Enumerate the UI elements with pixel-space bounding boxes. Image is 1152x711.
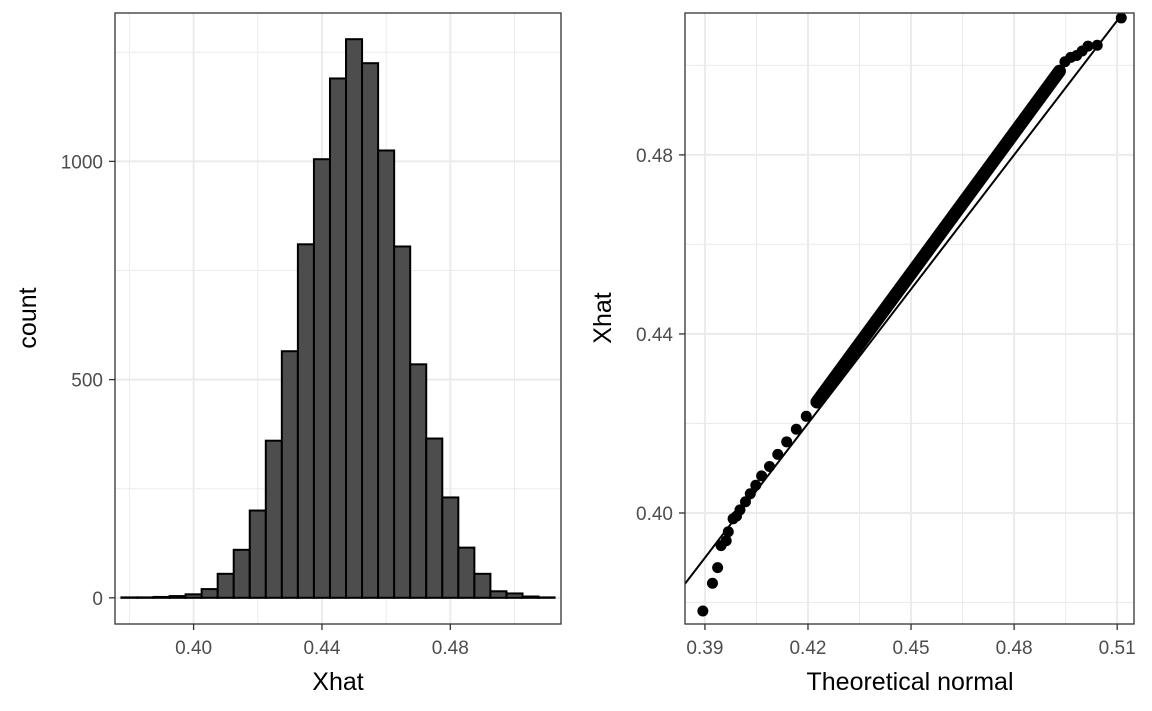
histogram-bar <box>361 62 380 599</box>
qq-point <box>772 448 784 460</box>
histogram-x-tick-label: 0.40 <box>175 638 212 659</box>
histogram-bar <box>457 546 476 599</box>
histogram-bar <box>489 590 508 599</box>
qq-y-tick-label: 0.48 <box>636 146 673 167</box>
histogram-y-tick-label: 1000 <box>61 152 103 173</box>
histogram-bar <box>393 245 412 599</box>
histogram-bar <box>152 595 171 599</box>
qq-x-tick-label: 0.45 <box>893 638 930 659</box>
qq-point <box>811 396 823 408</box>
qq-panel-border <box>684 12 1135 625</box>
histogram-bar <box>312 158 331 599</box>
qq-point <box>720 535 732 547</box>
histogram-axis-ticks: 0.40 0.44 0.48 0 500 1000 <box>61 152 469 659</box>
qq-plot-background <box>685 13 1134 624</box>
qq-point <box>712 562 724 574</box>
histogram-x-tick-label: 0.44 <box>303 638 340 659</box>
qq-point <box>1053 65 1065 77</box>
qq-y-tick-label: 0.40 <box>636 504 673 525</box>
qq-x-tick-label: 0.51 <box>1099 638 1136 659</box>
histogram-x-axis-title: Xhat <box>312 668 363 696</box>
histogram-bar <box>248 509 267 599</box>
histogram-bar <box>409 363 428 599</box>
qq-point <box>781 436 793 448</box>
histogram-bar <box>441 496 460 599</box>
histogram-bar <box>264 439 283 599</box>
qq-point <box>697 605 709 617</box>
histogram-bar <box>473 572 492 599</box>
qq-dense-points-band <box>810 64 1066 409</box>
histogram-bar <box>280 350 299 599</box>
histogram-panel: 0.40 0.44 0.48 0 500 1000 Xhat count <box>14 12 562 696</box>
qq-point <box>1082 40 1094 52</box>
histogram-y-tick-label: 0 <box>92 589 103 610</box>
qq-plot-content <box>685 13 1127 617</box>
qq-points <box>697 13 1127 617</box>
qq-point <box>1091 39 1103 51</box>
qq-x-axis-title: Theoretical normal <box>806 668 1013 696</box>
qq-x-tick-label: 0.48 <box>996 638 1033 659</box>
qq-point <box>706 577 718 589</box>
histogram-bar <box>505 592 524 599</box>
qq-point <box>739 496 751 508</box>
histogram-y-axis-title: count <box>14 287 42 348</box>
histogram-bar <box>232 548 251 599</box>
histogram-bar <box>425 437 444 599</box>
histogram-bar <box>296 243 315 599</box>
histogram-bar <box>200 588 219 599</box>
histogram-panel-border <box>114 12 562 625</box>
qq-y-tick-label: 0.44 <box>636 325 673 346</box>
qq-point <box>734 504 746 516</box>
histogram-bars <box>120 38 556 599</box>
histogram-bar <box>184 593 203 599</box>
histogram-bar <box>377 149 396 599</box>
qq-plot-axis-ticks: 0.39 0.42 0.45 0.48 0.51 0.40 0.44 0.48 <box>636 146 1136 659</box>
histogram-bar <box>168 595 187 599</box>
qq-x-tick-label: 0.39 <box>686 638 723 659</box>
qq-y-axis-title: Xhat <box>589 292 617 343</box>
qq-point <box>764 460 776 472</box>
histogram-bar <box>521 595 540 599</box>
qq-point <box>722 526 734 538</box>
qq-point <box>800 410 812 422</box>
histogram-bar <box>328 77 348 599</box>
histogram-y-tick-label: 500 <box>71 371 103 392</box>
histogram-x-tick-label: 0.48 <box>432 638 469 659</box>
qq-x-tick-label: 0.42 <box>789 638 826 659</box>
histogram-bar <box>216 572 235 599</box>
qq-point <box>790 423 802 435</box>
qq-point <box>756 470 768 482</box>
qq-point <box>750 479 762 491</box>
qq-point <box>1115 13 1127 24</box>
qq-plot-panel: 0.39 0.42 0.45 0.48 0.51 0.40 0.44 0.48 Theoret… <box>589 12 1136 696</box>
histogram-bar <box>345 38 364 599</box>
qq-point <box>744 488 756 500</box>
